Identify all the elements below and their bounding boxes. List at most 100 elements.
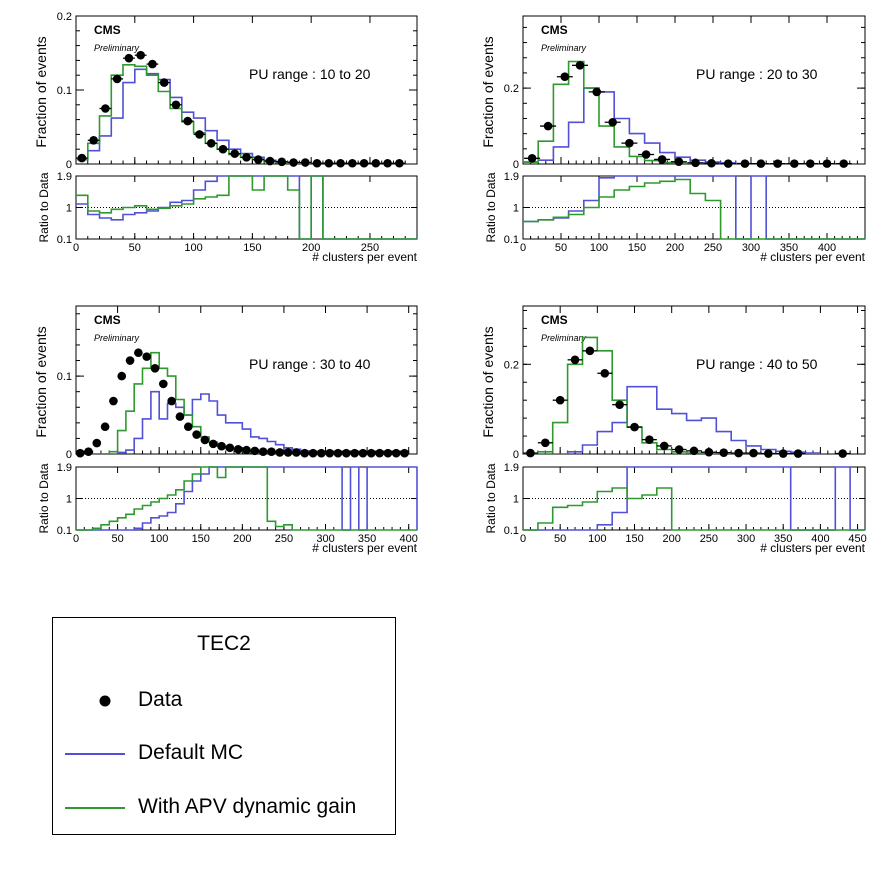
blue-line-icon: [63, 739, 133, 769]
x-tick-label: 0: [520, 533, 526, 545]
ratio-axis-title: Ratio to Data: [484, 463, 498, 533]
data-point: [150, 364, 160, 373]
data-point: [719, 448, 729, 457]
x-tick-label: 200: [233, 533, 251, 545]
data-point: [125, 356, 135, 365]
data-point: [805, 159, 815, 168]
chart-panel-4: 0 0.2 0 50 100 150 200 250 300 350 400 450 0.1 1 1.9 Fr…: [480, 305, 867, 555]
data-point: [109, 396, 118, 406]
data-point: [704, 447, 714, 457]
data-point: [659, 441, 669, 451]
data-point: [312, 158, 322, 168]
data-point: [575, 61, 585, 70]
data-point: [625, 138, 634, 148]
data-point: [250, 446, 260, 456]
data-point: [348, 158, 357, 168]
apv-ratio: [523, 178, 865, 240]
data-point: [600, 368, 610, 378]
data-point: [159, 78, 169, 87]
x-axis-title: # clusters per event: [760, 250, 865, 264]
data-point: [195, 130, 204, 139]
data-point: [267, 447, 276, 456]
green-line-icon: [63, 793, 133, 823]
ratio-y-tick-label: 1.9: [57, 171, 72, 183]
data-point: [300, 158, 310, 167]
data-point: [225, 443, 235, 453]
legend-box: TEC2 Data Default MC With APV dynamic ga…: [52, 617, 396, 835]
x-tick-label: 200: [663, 533, 681, 545]
x-tick-label: 150: [625, 533, 643, 545]
ratio-axis-title: Ratio to Data: [37, 172, 51, 242]
data-point: [541, 438, 550, 448]
data-point: [206, 138, 216, 148]
data-point: [217, 441, 226, 451]
main-plot-frame: [75, 305, 418, 455]
pu-range-label: PU range : 20 to 30: [696, 66, 818, 82]
x-tick-label: 400: [818, 242, 836, 254]
data-point: [395, 158, 404, 168]
data-point: [674, 445, 684, 454]
data-point: [242, 445, 251, 455]
ratio-y-tick-label: 1.9: [57, 462, 72, 474]
preliminary-label: Preliminary: [541, 333, 587, 343]
x-tick-label: 400: [811, 533, 829, 545]
chart-panel-3: 00.10 50 100 150 200 250 300 350 4000.111.9Fract…: [33, 305, 418, 555]
x-tick-label: 450: [848, 533, 866, 545]
data-point: [333, 448, 343, 458]
main-plot-frame: [522, 305, 866, 455]
x-tick-label: 300: [316, 533, 334, 545]
default-mc-histogram: [523, 385, 821, 454]
default-mc-ratio: [76, 466, 417, 531]
ratio-y-tick-label: 1: [513, 494, 519, 506]
data-point: [740, 159, 750, 168]
data-point: [336, 158, 345, 168]
legend-label-apv: With APV dynamic gain: [138, 795, 357, 818]
data-point: [723, 159, 733, 168]
preliminary-label: Preliminary: [94, 333, 140, 343]
x-tick-label: 250: [275, 533, 293, 545]
data-point: [100, 422, 110, 432]
data-point: [749, 448, 758, 458]
data-point: [208, 439, 218, 449]
x-tick-label: 150: [192, 533, 210, 545]
data-point: [75, 448, 85, 458]
x-tick-label: 250: [361, 242, 379, 254]
legend-entry-default-mc: Default MC: [53, 739, 395, 769]
data-point: [159, 379, 168, 389]
x-tick-label: 50: [111, 533, 123, 545]
data-point: [289, 158, 298, 167]
ratio-axis-title: Ratio to Data: [484, 172, 498, 242]
data-point: [793, 449, 803, 458]
data-point: [657, 155, 667, 164]
main-plot-frame: [75, 15, 418, 165]
data-point: [543, 121, 553, 131]
data-point: [383, 158, 392, 168]
ratio-y-tick-label: 0.1: [504, 525, 519, 537]
data-point: [317, 448, 326, 458]
default-mc-histogram: [76, 68, 323, 164]
data-point: [325, 448, 334, 458]
y-axis-title: Fraction of events: [33, 36, 49, 147]
data-point: [608, 117, 617, 127]
data-point: [89, 136, 98, 145]
data-point: [84, 447, 93, 456]
data-point: [117, 371, 127, 381]
data-point: [527, 154, 537, 163]
data-point: [689, 446, 699, 456]
ratio-y-tick-label: 1: [66, 203, 72, 215]
data-point: [292, 448, 301, 457]
x-tick-label: 250: [704, 242, 722, 254]
x-tick-label: 200: [302, 242, 320, 254]
data-point: [641, 150, 651, 159]
default-mc-histogram: [76, 390, 368, 454]
data-point: [230, 149, 240, 158]
y-axis-title: Fraction of events: [33, 326, 49, 437]
data-point: [383, 448, 393, 458]
data-point: [778, 449, 788, 458]
data-point: [167, 396, 176, 406]
data-point: [134, 348, 143, 358]
main-plot-frame: [522, 15, 866, 165]
data-point: [175, 412, 185, 421]
data-point: [183, 422, 193, 432]
y-tick-label: 0: [66, 449, 72, 461]
